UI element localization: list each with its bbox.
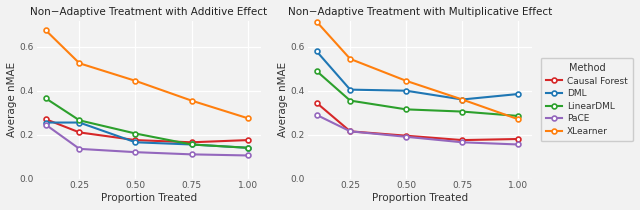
Y-axis label: Average nMAE: Average nMAE [7,62,17,137]
X-axis label: Proportion Treated: Proportion Treated [101,193,197,203]
Y-axis label: Average nMAE: Average nMAE [278,62,287,137]
X-axis label: Proportion Treated: Proportion Treated [372,193,468,203]
Title: Non−Adaptive Treatment with Multiplicative Effect: Non−Adaptive Treatment with Multiplicati… [287,7,552,17]
Title: Non−Adaptive Treatment with Additive Effect: Non−Adaptive Treatment with Additive Eff… [30,7,268,17]
Legend: Causal Forest, DML, LinearDML, PaCE, XLearner: Causal Forest, DML, LinearDML, PaCE, XLe… [541,58,633,142]
